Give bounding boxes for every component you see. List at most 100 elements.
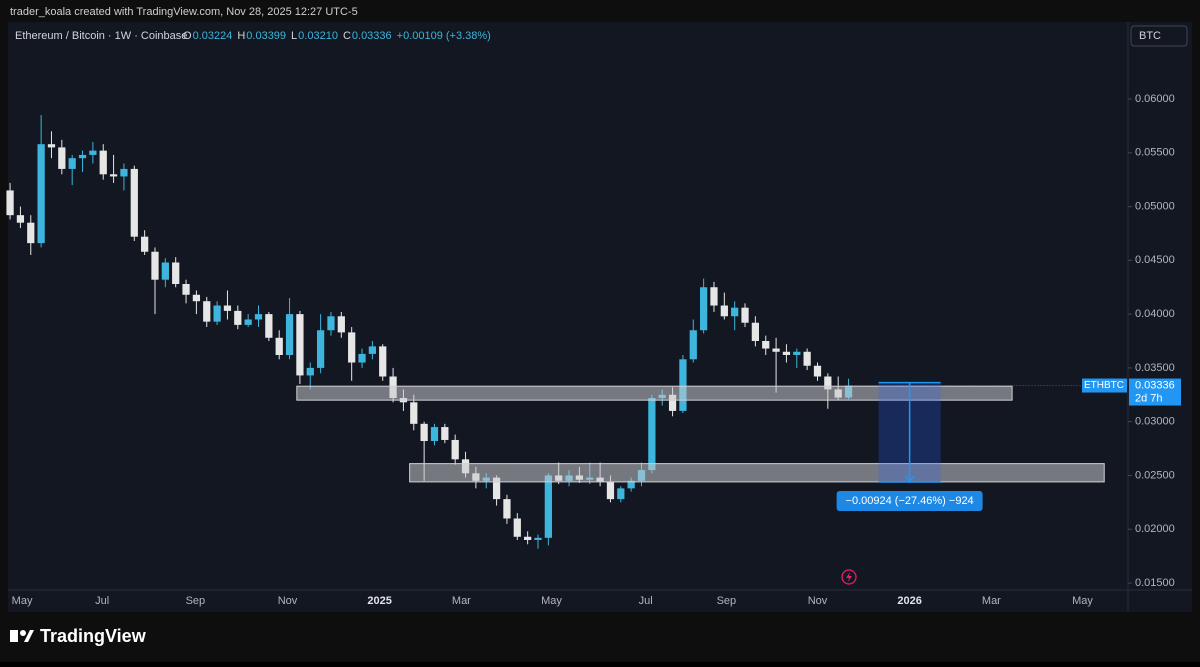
candle-body: [109, 174, 118, 177]
change: +0.00109 (+3.38%): [397, 30, 491, 42]
candle-body: [731, 307, 739, 317]
x-tick-label: Nov: [278, 595, 298, 607]
x-tick-label: Jul: [639, 595, 653, 607]
candle-body: [120, 168, 128, 177]
candle-body: [234, 310, 242, 325]
price-label: 0.03336: [1135, 379, 1175, 391]
candle-body: [27, 222, 35, 244]
candle-body: [782, 351, 791, 355]
y-tick-label: 0.04000: [1135, 308, 1175, 320]
candle-body: [275, 337, 283, 355]
candle-body: [503, 499, 511, 519]
candle-body: [306, 367, 314, 376]
ohlc-value: 0.03224: [193, 30, 233, 42]
candle-body: [793, 351, 801, 355]
candle-body: [223, 305, 232, 311]
candle-body: [58, 147, 66, 169]
x-tick-label: Sep: [186, 595, 206, 607]
candle-body: [679, 359, 687, 411]
y-tick-label: 0.01500: [1135, 577, 1175, 589]
y-tick-label: 0.03500: [1135, 362, 1175, 374]
candle-body: [203, 301, 211, 322]
countdown-label: 2d 7h: [1135, 392, 1163, 404]
candle-body: [762, 341, 770, 349]
candle-body: [6, 190, 14, 216]
candle-body: [627, 480, 635, 489]
logo: [10, 630, 34, 642]
candle-body: [492, 477, 501, 500]
candle-body: [316, 330, 325, 368]
candle-body: [451, 439, 459, 460]
candle-body: [524, 536, 532, 540]
candle-body: [803, 351, 811, 366]
candle-body: [244, 319, 252, 325]
x-tick-label: Nov: [808, 595, 828, 607]
credit: trader_koala created with TradingView.co…: [10, 6, 358, 18]
candle-body: [420, 423, 428, 442]
candle-body: [172, 262, 180, 285]
candle-body: [296, 314, 304, 376]
candle-body: [327, 316, 335, 331]
candle-body: [534, 537, 542, 540]
candle-body: [430, 427, 439, 442]
measure-arrowhead: [904, 475, 915, 484]
x-tick-label: 2025: [367, 595, 391, 607]
x-tick-label: Jul: [95, 595, 109, 607]
ohlc-value: 0.03210: [298, 30, 338, 42]
x-tick-label: Mar: [982, 595, 1001, 607]
candle-body: [751, 322, 760, 342]
x-tick-label: Mar: [452, 595, 471, 607]
candle-body: [368, 346, 376, 354]
x-tick-label: 2026: [897, 595, 921, 607]
symbol-box: [1082, 378, 1127, 393]
y-tick-label: 0.06000: [1135, 93, 1175, 105]
measure-label: −0.00924 (−27.46%) −924: [846, 495, 974, 507]
candle-body: [410, 402, 418, 424]
x-tick-label: Sep: [717, 595, 737, 607]
y-tick-label: 0.05500: [1135, 147, 1175, 159]
candle-body: [254, 314, 263, 320]
ohlc-value: 0.03336: [352, 30, 392, 42]
y-tick-label: 0.05000: [1135, 200, 1175, 212]
candle-body: [348, 332, 356, 363]
candle-body: [544, 475, 552, 538]
symbol: Ethereum / Bitcoin · 1W · Coinbase: [15, 30, 187, 42]
candle-body: [699, 287, 708, 331]
candle-body: [182, 284, 190, 295]
candle-body: [337, 316, 345, 333]
candle-body: [16, 215, 25, 223]
candle-body: [99, 150, 107, 175]
candle-body: [668, 394, 677, 411]
candle-body: [213, 305, 221, 322]
ohlc-value: 0.03399: [246, 30, 286, 42]
currency-box[interactable]: [1130, 25, 1188, 47]
flash-icon[interactable]: [841, 569, 857, 585]
candle-body: [720, 305, 728, 317]
zone: [409, 463, 1105, 483]
candle-body: [772, 348, 780, 352]
candle-body: [78, 154, 87, 159]
candle-body: [151, 251, 159, 280]
candle-body: [824, 376, 832, 390]
measure-label-box: [836, 491, 983, 512]
symbol-label: ETHBTC: [1084, 380, 1124, 391]
zone: [296, 385, 1013, 401]
x-tick-label: May: [1072, 595, 1093, 607]
candle-body: [89, 150, 97, 155]
candle-body: [47, 144, 56, 148]
candle-body: [710, 287, 718, 306]
y-tick-label: 0.02500: [1135, 469, 1175, 481]
ohlc-key: C: [343, 30, 351, 42]
y-tick-label: 0.02000: [1135, 523, 1175, 535]
candle-body: [441, 427, 449, 440]
candle-body: [606, 481, 615, 500]
candle-body: [513, 518, 521, 537]
candle-body: [130, 168, 138, 237]
candle-body: [68, 158, 76, 169]
candle-body: [379, 346, 387, 377]
candle-body: [358, 353, 366, 363]
candle-body: [689, 330, 697, 360]
ohlc-key: H: [237, 30, 245, 42]
chart-panel: [8, 22, 1192, 612]
